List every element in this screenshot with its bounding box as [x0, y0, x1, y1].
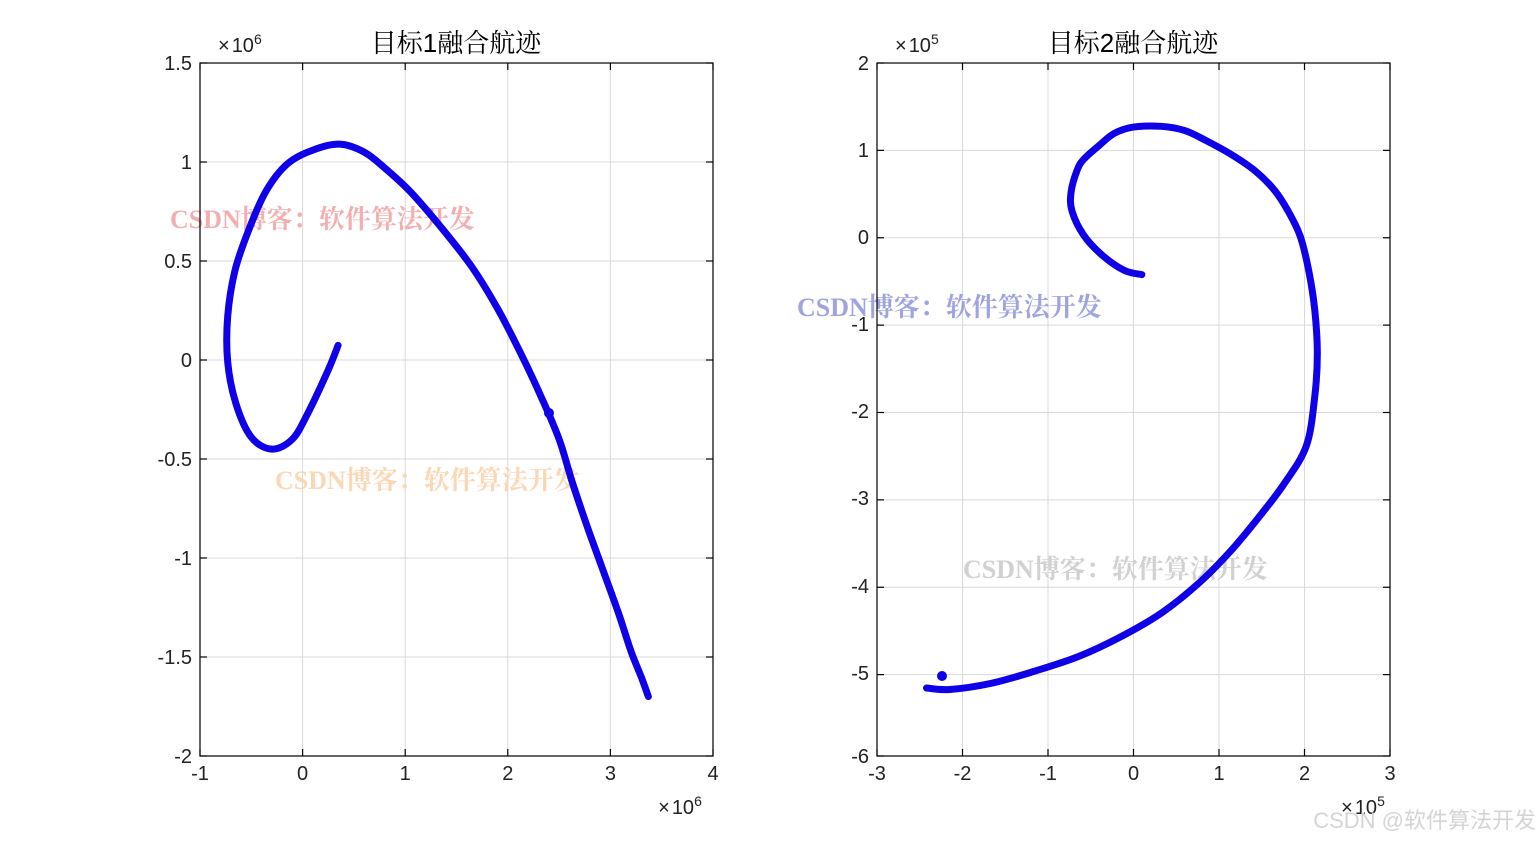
svg-text:0: 0 — [297, 763, 308, 785]
svg-text:目标1融合航迹: 目标1融合航迹 — [371, 28, 542, 58]
svg-text:-2: -2 — [174, 746, 192, 768]
svg-text:2: 2 — [858, 53, 869, 75]
svg-text:1.5: 1.5 — [164, 53, 192, 75]
svg-text:-1: -1 — [174, 548, 192, 570]
svg-text:1: 1 — [400, 763, 411, 785]
svg-text:-1: -1 — [1039, 763, 1057, 785]
svg-text:-0.5: -0.5 — [158, 449, 192, 471]
svg-text:0.5: 0.5 — [164, 251, 192, 273]
svg-text:-4: -4 — [851, 576, 869, 598]
svg-text:-1.5: -1.5 — [158, 647, 192, 669]
svg-text:2: 2 — [1299, 763, 1310, 785]
svg-text:-1: -1 — [191, 763, 209, 785]
svg-text:-3: -3 — [851, 488, 869, 510]
svg-text:1: 1 — [858, 140, 869, 162]
svg-text:-2: -2 — [851, 401, 869, 423]
svg-text:0: 0 — [1128, 763, 1139, 785]
svg-text:3: 3 — [605, 763, 616, 785]
svg-text:1: 1 — [1213, 763, 1224, 785]
svg-text:-1: -1 — [851, 314, 869, 336]
svg-text:1: 1 — [181, 152, 192, 174]
svg-text:CSDN @软件算法开发: CSDN @软件算法开发 — [1313, 808, 1536, 833]
svg-text:CSDN博客：软件算法开发: CSDN博客：软件算法开发 — [797, 293, 1102, 322]
svg-text:-2: -2 — [954, 763, 972, 785]
svg-text:-3: -3 — [868, 763, 886, 785]
svg-text:目标2融合航迹: 目标2融合航迹 — [1048, 28, 1219, 58]
svg-text:CSDN博客：软件算法开发: CSDN博客：软件算法开发 — [275, 466, 580, 495]
svg-text:0: 0 — [858, 227, 869, 249]
svg-text:0: 0 — [181, 350, 192, 372]
svg-text:-5: -5 — [851, 663, 869, 685]
svg-text:-6: -6 — [851, 746, 869, 768]
svg-text:3: 3 — [1384, 763, 1395, 785]
svg-text:4: 4 — [707, 763, 718, 785]
svg-text:2: 2 — [502, 763, 513, 785]
